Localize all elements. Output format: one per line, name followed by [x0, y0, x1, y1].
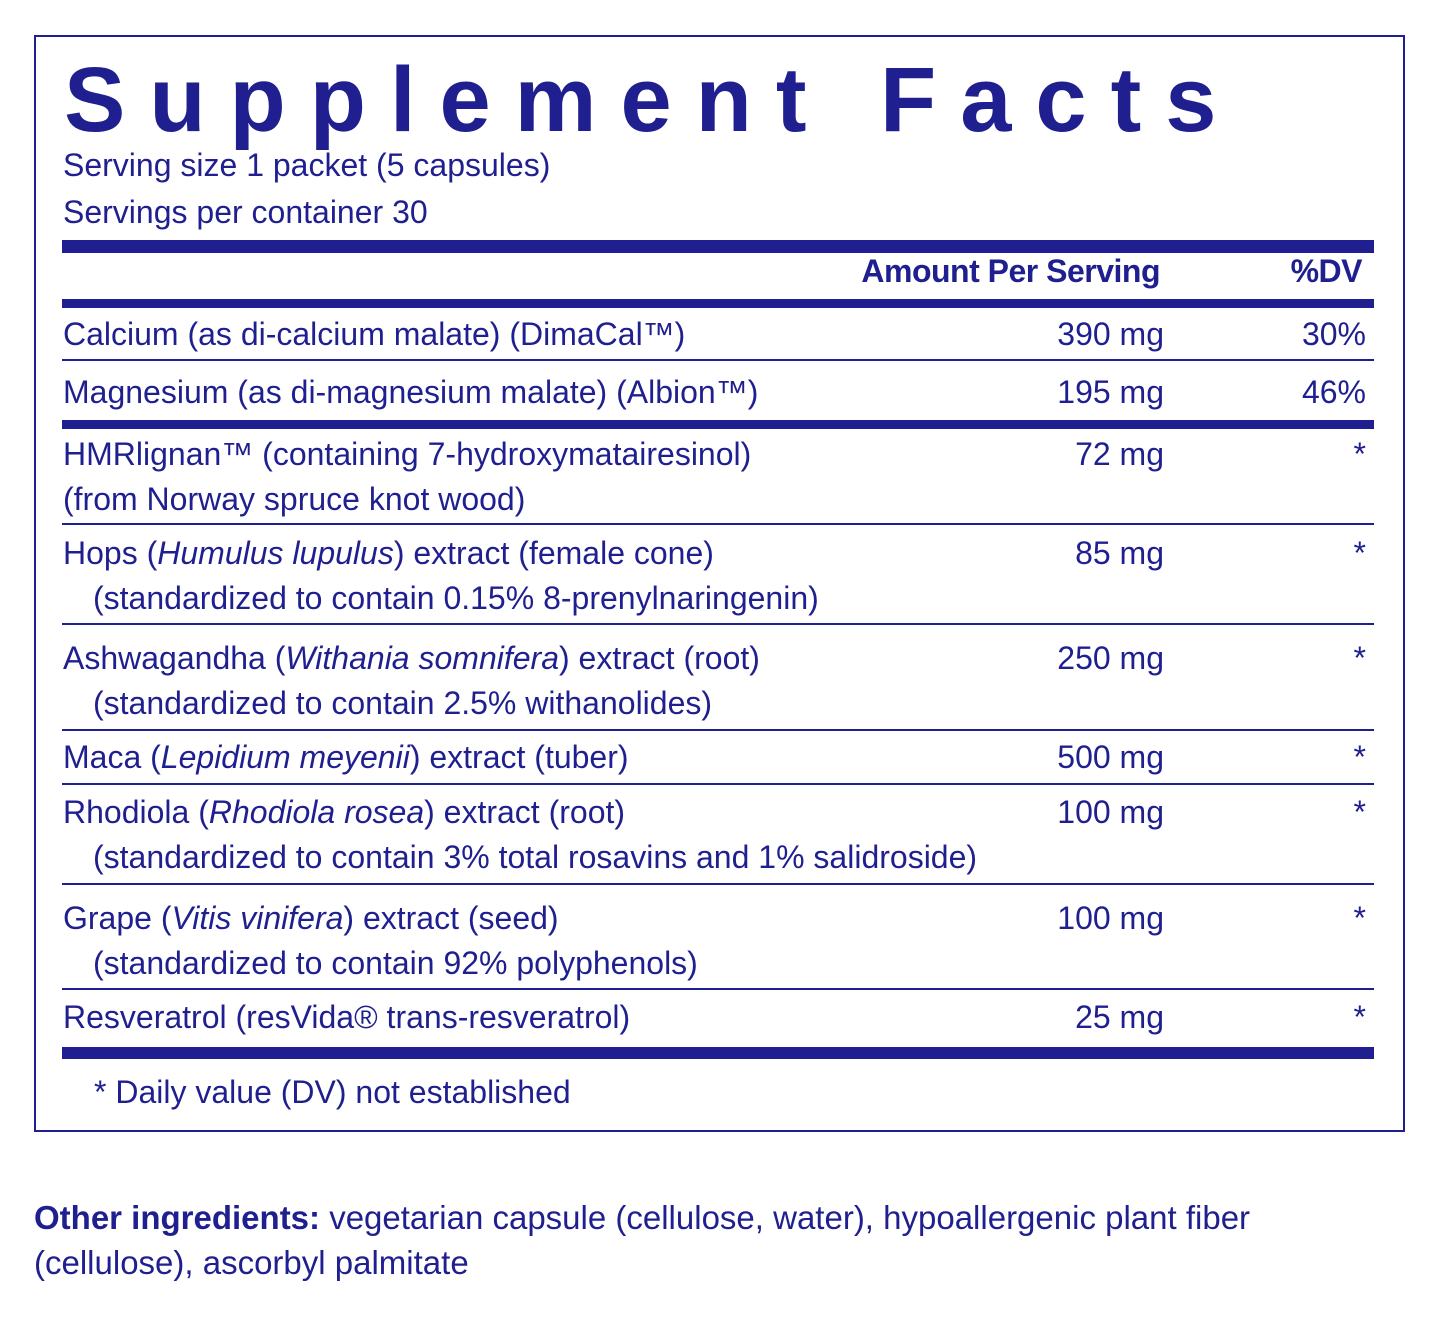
ingredient-name: Hops (Humulus lupulus) extract (female c…	[63, 535, 819, 616]
panel-title: Supplement Facts	[64, 49, 1241, 151]
row-divider	[62, 729, 1374, 731]
other-ingredients: Other ingredients: vegetarian capsule (c…	[34, 1195, 1414, 1285]
ingredient-name: HMRlignan™ (containing 7-hydroxymataires…	[63, 436, 752, 517]
dv-header: %DV	[1290, 253, 1363, 289]
header-bottom-rule	[62, 299, 1374, 308]
ingredient-name: Maca (Lepidium meyenii) extract (tuber)	[63, 739, 629, 775]
row-divider	[62, 988, 1374, 990]
ingredient-amount: 100 mg	[1057, 900, 1164, 936]
ingredient-dv: *	[1353, 640, 1366, 676]
row-divider	[62, 623, 1374, 625]
dv-footnote: * Daily value (DV) not established	[94, 1074, 571, 1110]
servings-per-container: Servings per container 30	[63, 194, 428, 230]
ingredient-dv: *	[1353, 739, 1366, 775]
nutrient-name: Magnesium (as di-magnesium malate) (Albi…	[63, 374, 759, 410]
ingredient-dv: *	[1353, 794, 1366, 830]
ingredient-dv: *	[1353, 535, 1366, 571]
ingredient-amount: 500 mg	[1057, 739, 1164, 775]
row-divider	[62, 883, 1374, 885]
section-rule	[62, 420, 1374, 429]
amount-per-serving-header: Amount Per Serving	[861, 253, 1160, 289]
ingredient-amount: 100 mg	[1057, 794, 1164, 830]
ingredient-name: Grape (Vitis vinifera) extract (seed) (st…	[63, 900, 698, 981]
ingredient-name: Resveratrol (resVida® trans-resveratrol)	[63, 999, 631, 1035]
ingredient-name: Rhodiola (Rhodiola rosea) extract (root)…	[63, 794, 978, 875]
nutrient-amount: 390 mg	[1057, 316, 1164, 352]
other-ingredients-label: Other ingredients:	[34, 1199, 321, 1236]
ingredient-amount: 250 mg	[1057, 640, 1164, 676]
row-divider	[62, 523, 1374, 525]
serving-size: Serving size 1 packet (5 capsules)	[63, 147, 551, 183]
nutrient-dv: 30%	[1301, 316, 1366, 352]
nutrient-amount: 195 mg	[1057, 374, 1164, 410]
row-divider	[62, 359, 1374, 361]
ingredient-amount: 25 mg	[1075, 999, 1164, 1035]
nutrient-dv: 46%	[1301, 374, 1366, 410]
ingredient-dv: *	[1353, 999, 1366, 1035]
ingredient-dv: *	[1353, 900, 1366, 936]
supplement-facts-panel: Supplement Facts Serving size 1 packet (…	[34, 35, 1405, 1132]
nutrient-name: Calcium (as di-calcium malate) (DimaCal™…	[63, 316, 686, 352]
ingredient-amount: 85 mg	[1075, 535, 1164, 571]
header-top-rule	[62, 240, 1374, 253]
table-bottom-rule	[62, 1047, 1374, 1059]
row-divider	[62, 783, 1374, 785]
ingredient-dv: *	[1353, 436, 1366, 472]
ingredient-name: Ashwagandha (Withania somnifera) extract…	[63, 640, 760, 721]
other-ingredients-text: vegetarian capsule (cellulose, water), h…	[34, 1199, 1251, 1281]
ingredient-amount: 72 mg	[1075, 436, 1164, 472]
